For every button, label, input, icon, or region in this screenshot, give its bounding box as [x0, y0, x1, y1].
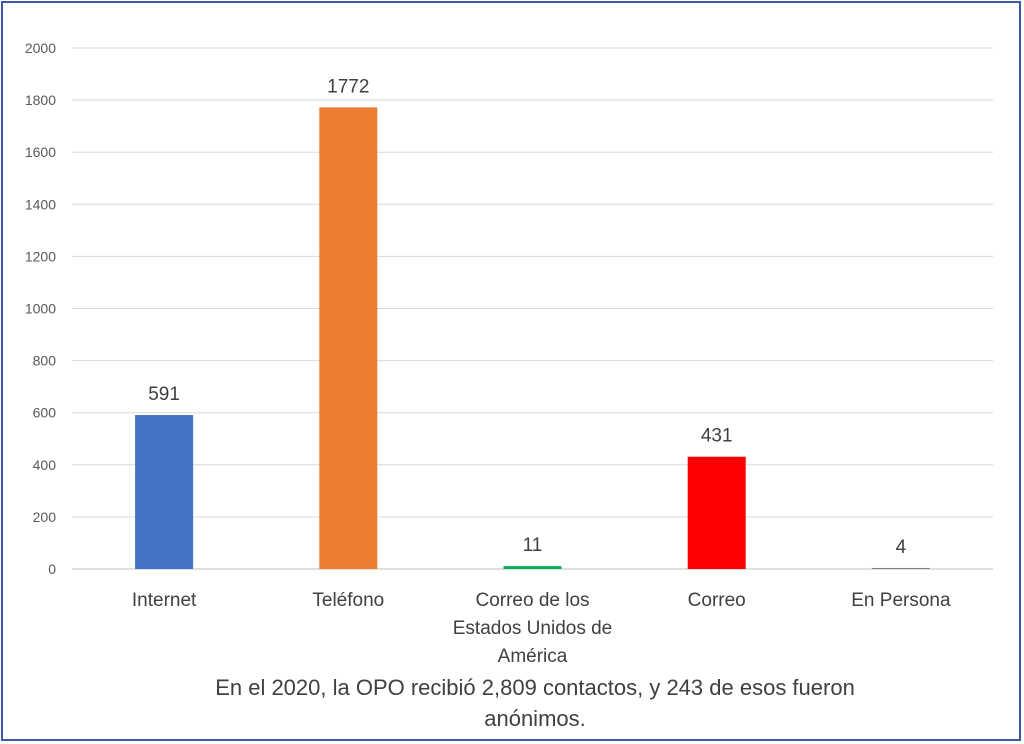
y-tick-label: 1800 [25, 92, 56, 108]
bars [135, 107, 930, 570]
gridlines [72, 47, 993, 570]
data-label: 4 [896, 537, 907, 558]
y-axis-ticks: 0 200 400 600 800 1000 1200 1400 1600 1800 2000 [25, 40, 56, 577]
y-tick-label: 800 [33, 353, 57, 369]
x-tick-label: Internet [132, 590, 197, 611]
x-tick-label: Correo [688, 590, 746, 611]
bar [871, 567, 930, 569]
x-tick-label: Estados Unidos de [453, 618, 613, 639]
bar [687, 456, 746, 569]
caption-line-2: anónimos. [484, 706, 586, 731]
data-label: 431 [701, 426, 733, 447]
caption-line-1: En el 2020, la OPO recibió 2,809 contact… [215, 675, 855, 700]
y-tick-label: 400 [33, 457, 57, 473]
x-tick-label: Teléfono [312, 590, 384, 611]
data-labels: 591 1772 11 431 4 [148, 76, 906, 558]
y-tick-label: 0 [48, 561, 56, 577]
chart-caption: En el 2020, la OPO recibió 2,809 contact… [0, 672, 1024, 734]
x-tick-label: América [498, 646, 568, 667]
y-tick-label: 1600 [25, 144, 56, 160]
x-tick-label: Correo de los [475, 590, 589, 611]
y-tick-label: 600 [33, 405, 57, 421]
y-tick-label: 1000 [25, 301, 56, 317]
bar [135, 415, 194, 569]
y-tick-label: 2000 [25, 40, 56, 56]
y-tick-label: 200 [33, 509, 57, 525]
y-tick-label: 1200 [25, 248, 56, 264]
data-label: 11 [523, 535, 543, 556]
x-tick-label: En Persona [851, 590, 951, 611]
data-label: 591 [148, 384, 180, 405]
x-axis-labels: Internet Teléfono Correo de los Estados Uni… [132, 590, 951, 667]
bar [503, 566, 562, 569]
data-label: 1772 [327, 76, 369, 97]
bar [319, 107, 378, 570]
y-tick-label: 1400 [25, 196, 56, 212]
